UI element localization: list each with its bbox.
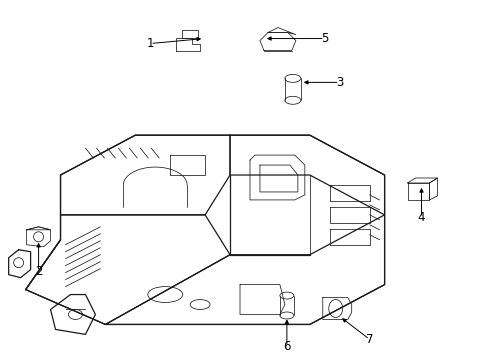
Text: 6: 6	[283, 340, 291, 353]
Text: 5: 5	[321, 32, 328, 45]
Text: 7: 7	[366, 333, 373, 346]
Text: 3: 3	[336, 76, 343, 89]
Text: 1: 1	[147, 37, 154, 50]
Text: 4: 4	[418, 211, 425, 224]
Text: 2: 2	[35, 265, 42, 278]
